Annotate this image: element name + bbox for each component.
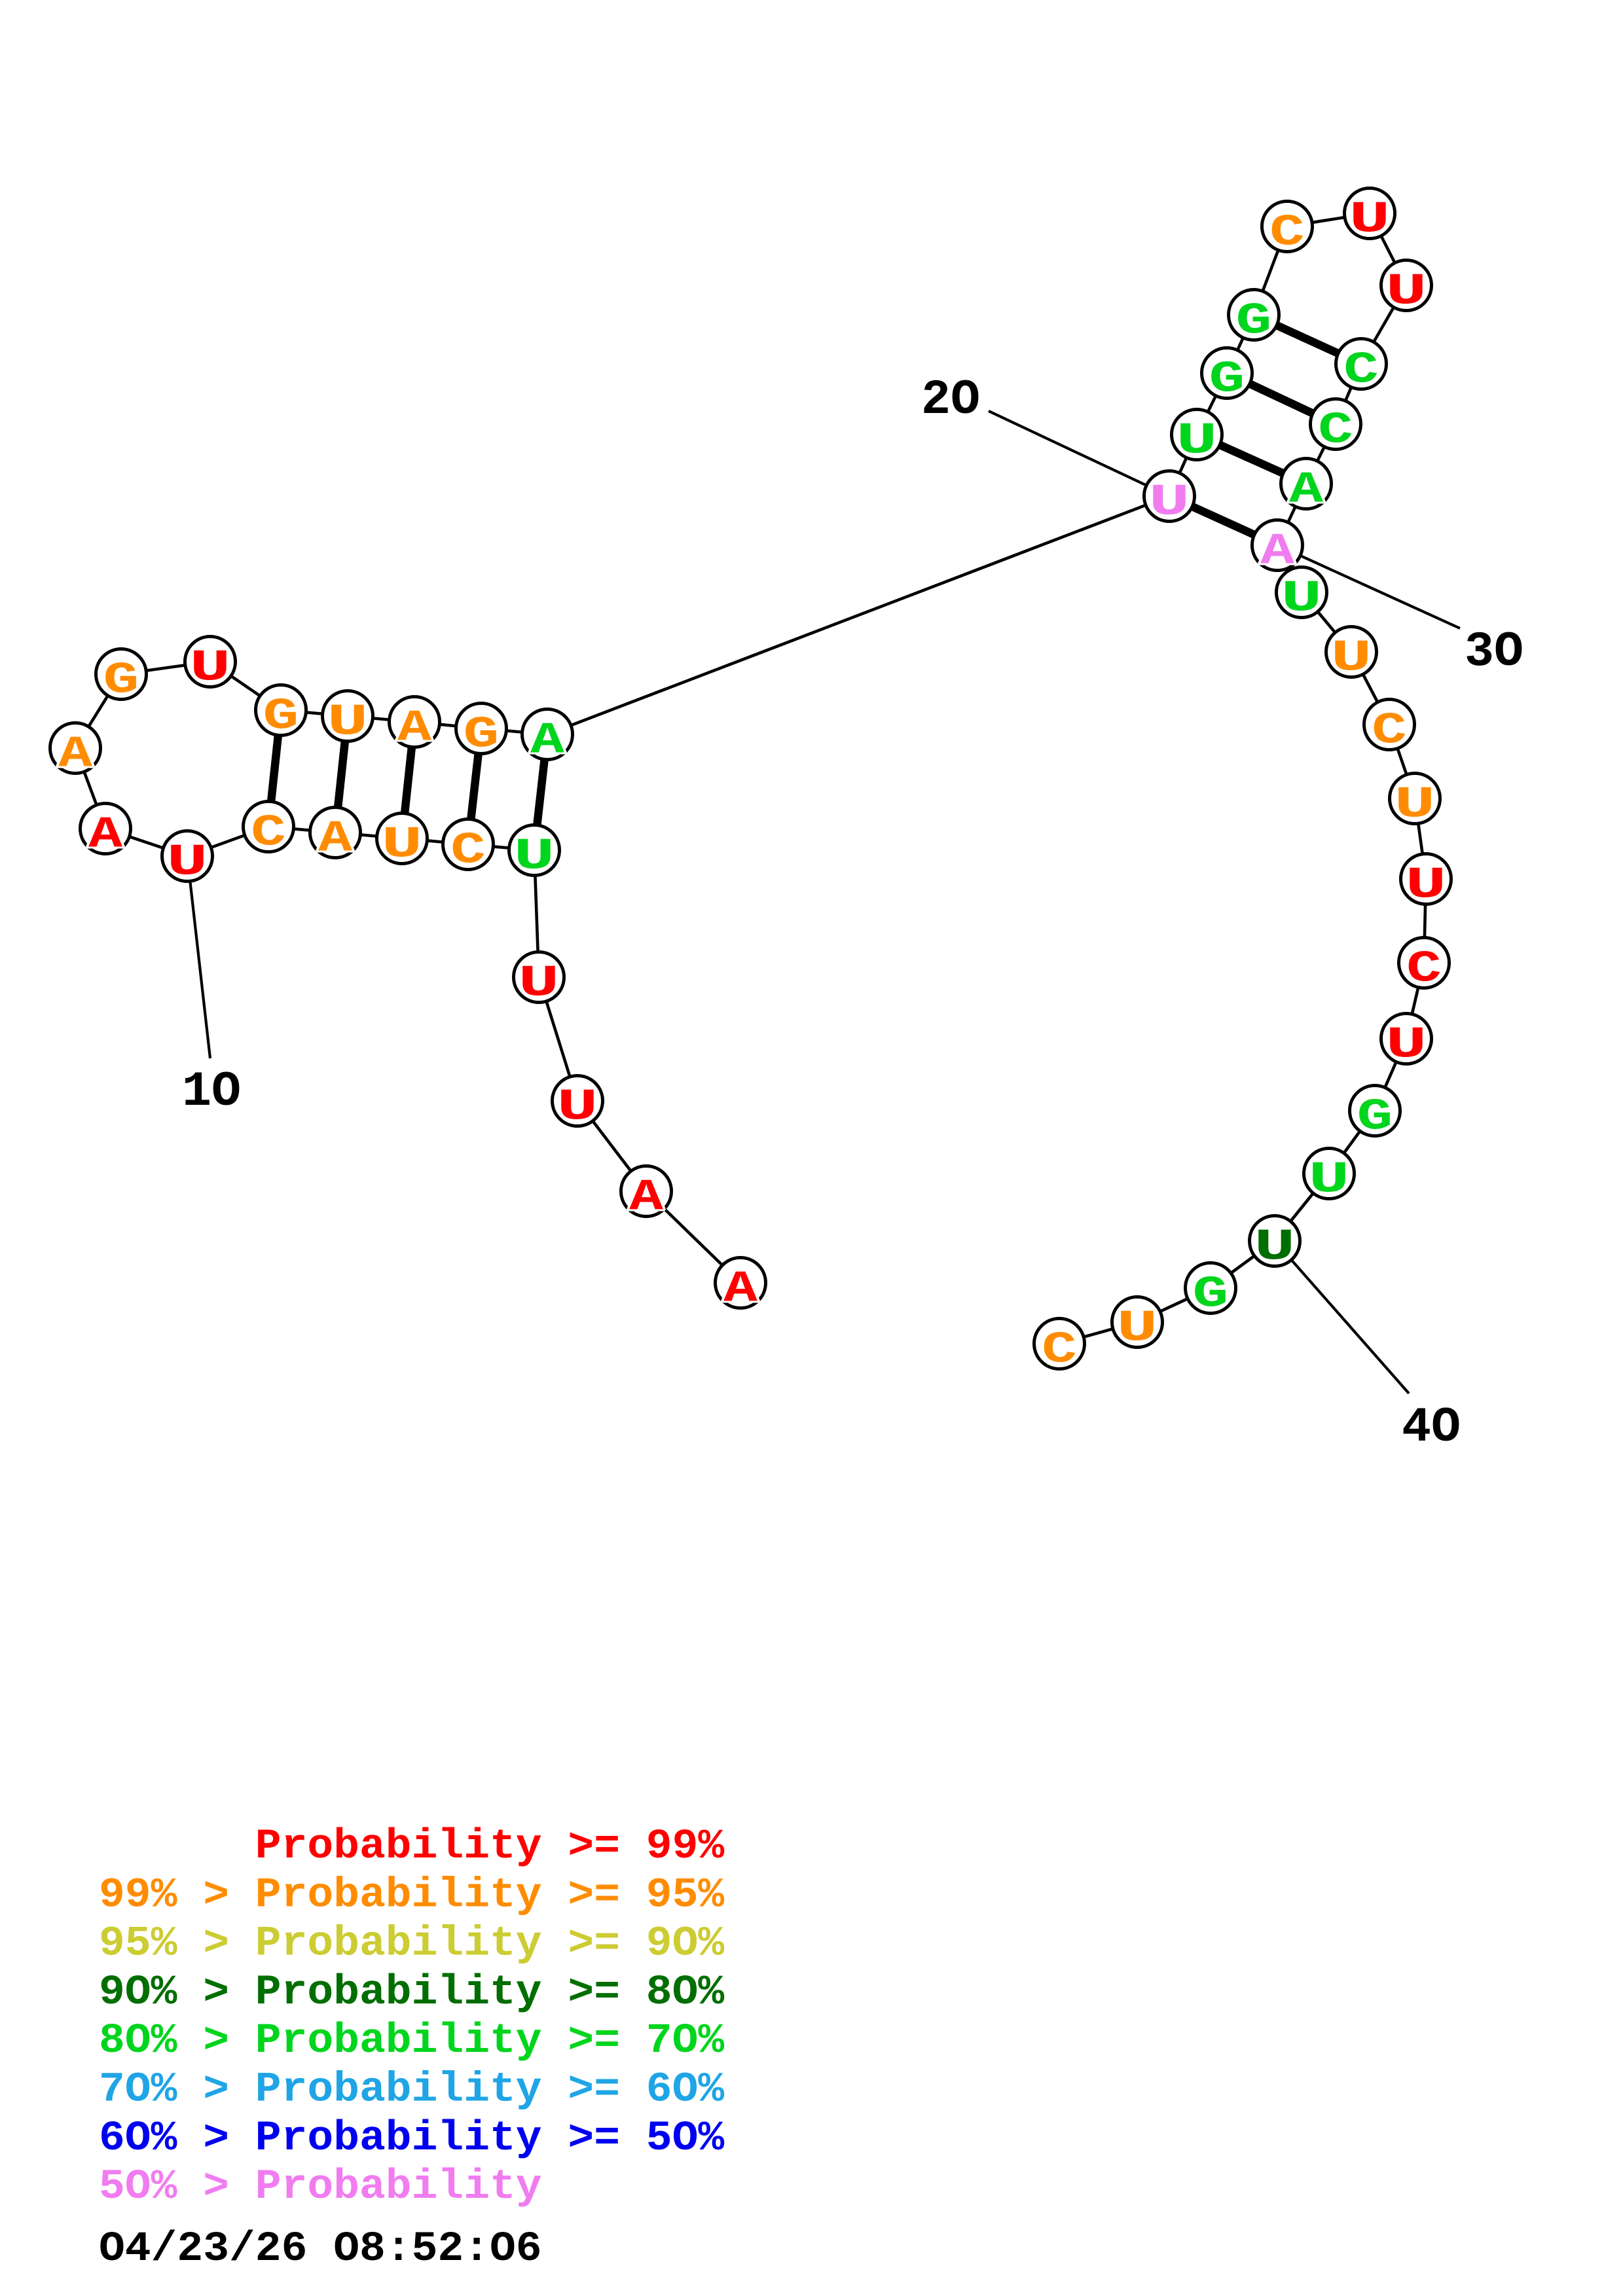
svg-text:A: A xyxy=(58,730,92,780)
svg-text:U: U xyxy=(1176,416,1217,467)
svg-text:A: A xyxy=(397,704,431,754)
svg-text:G: G xyxy=(103,656,139,706)
svg-text:U: U xyxy=(382,820,422,870)
svg-text:A: A xyxy=(723,1265,757,1315)
svg-text:1O: 1O xyxy=(182,1064,241,1120)
svg-text:A: A xyxy=(530,716,564,766)
svg-text:C: C xyxy=(1372,706,1406,756)
svg-text:9O% > Probability >= 8O%: 9O% > Probability >= 8O% xyxy=(99,1969,725,2017)
svg-text:U: U xyxy=(190,643,230,694)
svg-text:U: U xyxy=(1349,195,1390,245)
svg-text:U: U xyxy=(514,832,555,882)
svg-text:C: C xyxy=(1042,1325,1076,1375)
svg-text:G: G xyxy=(1236,296,1272,347)
svg-text:G: G xyxy=(1209,355,1245,405)
svg-text:U: U xyxy=(1395,780,1435,831)
svg-text:G: G xyxy=(1193,1270,1229,1320)
svg-text:C: C xyxy=(450,825,485,876)
svg-text:C: C xyxy=(1318,405,1353,456)
svg-text:C: C xyxy=(1406,944,1441,994)
svg-text:U: U xyxy=(1331,634,1372,684)
svg-text:U: U xyxy=(167,838,208,888)
svg-text:99% > Probability >= 95%: 99% > Probability >= 95% xyxy=(99,1872,725,1919)
svg-text:Probability >= 99%: Probability >= 99% xyxy=(255,1823,725,1871)
svg-text:O4/23/26 O8:52:O6: O4/23/26 O8:52:O6 xyxy=(99,2226,542,2273)
svg-text:A: A xyxy=(629,1173,663,1223)
svg-text:2O: 2O xyxy=(921,372,980,428)
svg-text:U: U xyxy=(327,698,368,748)
svg-text:U: U xyxy=(1149,478,1190,528)
svg-text:G: G xyxy=(1357,1092,1393,1143)
svg-text:U: U xyxy=(1386,1020,1427,1071)
svg-text:4O: 4O xyxy=(1402,1400,1461,1456)
svg-text:8O% > Probability >= 7O%: 8O% > Probability >= 7O% xyxy=(99,2018,725,2065)
svg-text:G: G xyxy=(263,692,299,742)
svg-text:U: U xyxy=(1281,574,1322,624)
svg-text:U: U xyxy=(1117,1304,1158,1354)
svg-text:7O% > Probability >= 6O%: 7O% > Probability >= 6O% xyxy=(99,2067,725,2114)
svg-text:U: U xyxy=(1406,861,1446,911)
svg-text:5O% > Probability: 5O% > Probability xyxy=(99,2164,542,2211)
svg-text:G: G xyxy=(464,710,500,761)
svg-text:C: C xyxy=(251,808,285,858)
svg-text:U: U xyxy=(1309,1155,1349,1206)
svg-text:U: U xyxy=(1386,267,1427,317)
svg-text:A: A xyxy=(318,814,352,865)
svg-text:6O% > Probability >= 5O%: 6O% > Probability >= 5O% xyxy=(99,2115,725,2162)
svg-text:A: A xyxy=(1289,465,1323,516)
svg-text:U: U xyxy=(1254,1223,1295,1273)
svg-text:95% > Probability >= 9O%: 95% > Probability >= 9O% xyxy=(99,1921,725,1968)
svg-text:U: U xyxy=(557,1083,598,1133)
svg-text:C: C xyxy=(1343,345,1378,395)
svg-text:A: A xyxy=(1260,527,1294,577)
svg-text:U: U xyxy=(519,959,559,1009)
svg-text:A: A xyxy=(88,810,122,861)
svg-text:C: C xyxy=(1269,207,1304,258)
svg-text:3O: 3O xyxy=(1465,624,1523,680)
